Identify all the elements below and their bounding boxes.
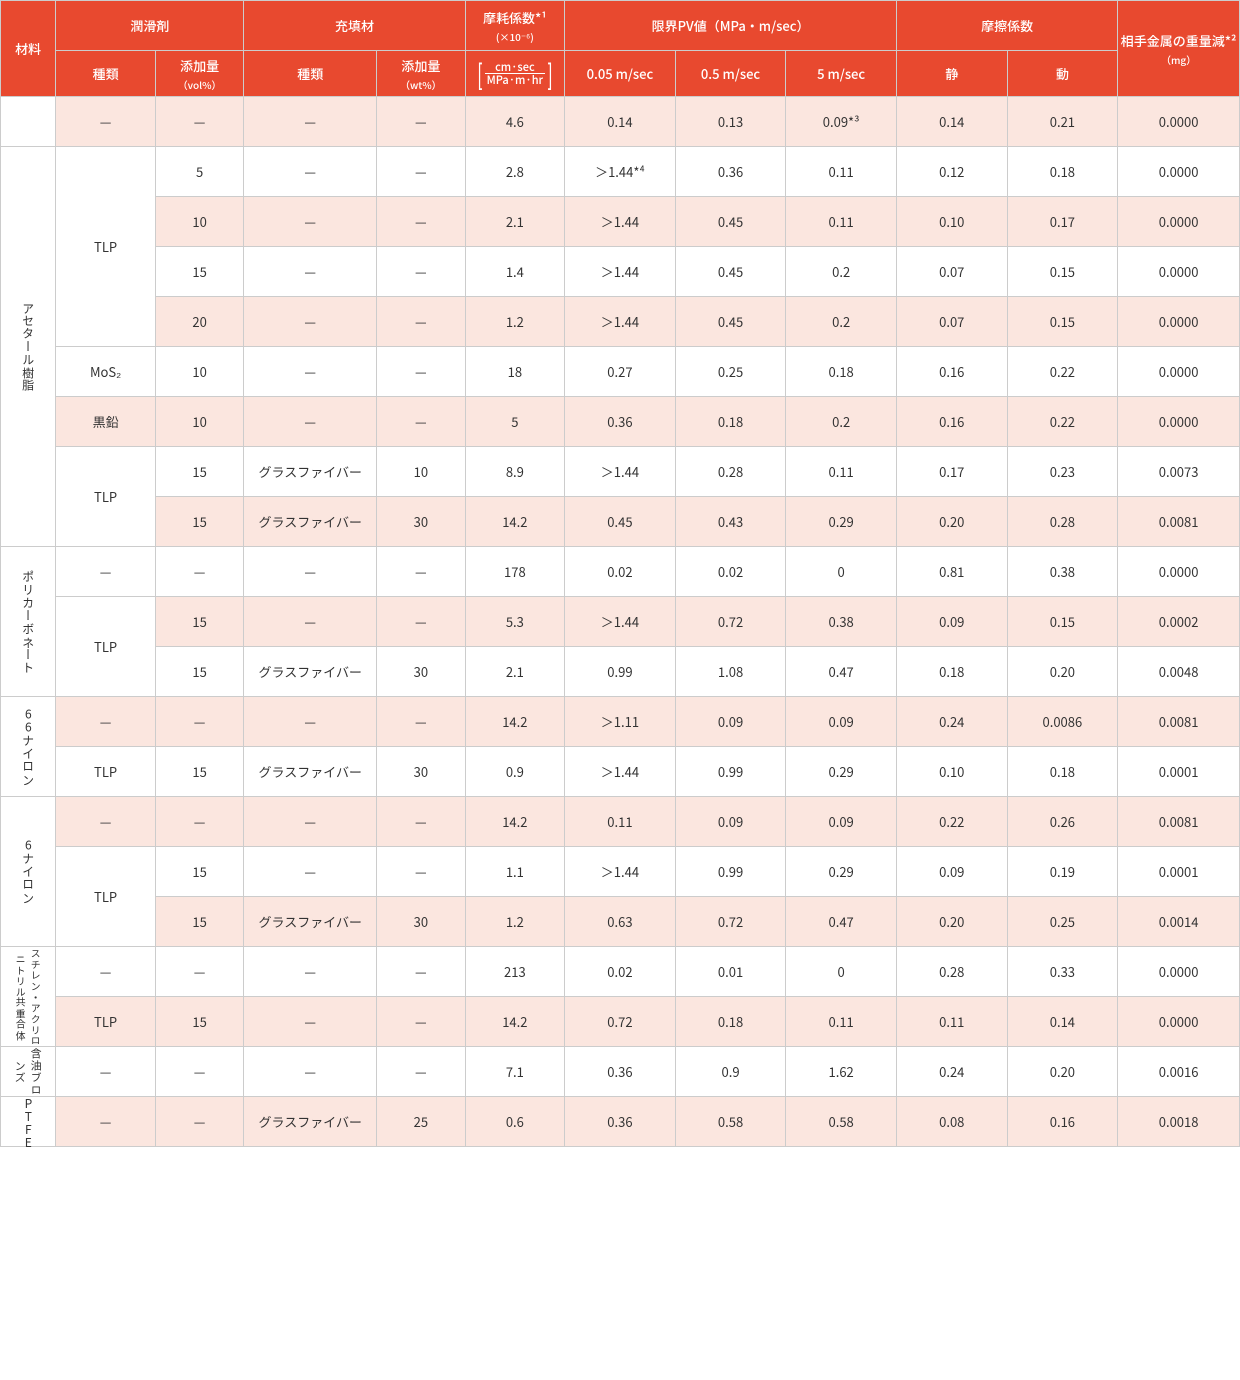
col-pv2: 0.5 m/sec xyxy=(675,51,786,97)
col-fill-amt: 添加量（wt%） xyxy=(377,51,466,97)
table-row: TLP 15グラスファイバー10 8.9＞1.440.28 0.110.170.… xyxy=(1,447,1240,497)
col-fr-static: 静 xyxy=(896,51,1007,97)
table-row: 15グラスファイバー30 14.20.450.43 0.290.200.28 0… xyxy=(1,497,1240,547)
table-row: —— —— 4.60.14 0.130.09*³ 0.140.21 0.0000 xyxy=(1,97,1240,147)
col-pv: 限界PV値（MPa・m/sec） xyxy=(565,1,897,51)
col-lubricant: 潤滑剤 xyxy=(56,1,244,51)
material-acetal: アセタール樹脂 xyxy=(1,147,56,547)
material-cell xyxy=(1,97,56,147)
col-metal-loss: 相手金属の重量減*² （mg） xyxy=(1118,1,1240,97)
col-fr-dyn: 動 xyxy=(1007,51,1118,97)
table-row: 15グラスファイバー30 1.20.630.72 0.470.200.25 0.… xyxy=(1,897,1240,947)
table-row: 10—— 2.1＞1.440.45 0.110.100.17 0.0000 xyxy=(1,197,1240,247)
lub-tlp: TLP xyxy=(56,147,156,347)
table-row: TLP 15—— 1.1＞1.440.99 0.290.090.19 0.000… xyxy=(1,847,1240,897)
col-lub-type: 種類 xyxy=(56,51,156,97)
col-friction: 摩擦係数 xyxy=(896,1,1117,51)
lub-tlp: TLP xyxy=(56,997,156,1047)
table-row: TLP 15—— 5.3＞1.440.72 0.380.090.15 0.000… xyxy=(1,597,1240,647)
table-row: TLP 15グラスファイバー30 0.9＞1.440.99 0.290.100.… xyxy=(1,747,1240,797)
table-header: 材料 潤滑剤 充填材 摩耗係数*¹ (×10⁻⁶) 限界PV値（MPa・m/se… xyxy=(1,1,1240,97)
lub-tlp: TLP xyxy=(56,747,156,797)
material-san: スチレン・アクリロニトリル共重合体 xyxy=(1,947,56,1047)
lub-tlp: TLP xyxy=(56,847,156,947)
col-wear: 摩耗係数*¹ (×10⁻⁶) xyxy=(465,1,565,51)
material-n6: 6ナイロン xyxy=(1,797,56,947)
col-pv3: 5 m/sec xyxy=(786,51,897,97)
table-row: 20—— 1.2＞1.440.45 0.20.070.15 0.0000 xyxy=(1,297,1240,347)
lub-tlp: TLP xyxy=(56,447,156,547)
table-row: 6ナイロン —— —— 14.20.11 0.090.09 0.220.26 0… xyxy=(1,797,1240,847)
col-wear-unit: [cm·secMPa·m·hr] xyxy=(465,51,565,97)
table-row: 15—— 1.4＞1.440.45 0.20.070.15 0.0000 xyxy=(1,247,1240,297)
table-row: TLP 15—— 14.20.720.18 0.110.110.14 0.000… xyxy=(1,997,1240,1047)
table-row: ポリカーボネート —— —— 1780.02 0.020 0.810.38 0.… xyxy=(1,547,1240,597)
lub-mos2: MoS₂ xyxy=(56,347,156,397)
material-pc: ポリカーボネート xyxy=(1,547,56,697)
material-n66: 66ナイロン xyxy=(1,697,56,797)
table-body: —— —— 4.60.14 0.130.09*³ 0.140.21 0.0000… xyxy=(1,97,1240,1147)
table-row: PTFE —— グラスファイバー25 0.60.36 0.580.58 0.08… xyxy=(1,1097,1240,1147)
col-lub-amt: 添加量（vol%） xyxy=(155,51,244,97)
material-ptfe: PTFE xyxy=(1,1097,56,1147)
table-row: 黒鉛 10—— 50.360.18 0.20.160.22 0.0000 xyxy=(1,397,1240,447)
material-bronze: 含油ブロンズ xyxy=(1,1047,56,1097)
col-filler: 充填材 xyxy=(244,1,465,51)
materials-table: 材料 潤滑剤 充填材 摩耗係数*¹ (×10⁻⁶) 限界PV値（MPa・m/se… xyxy=(0,0,1240,1147)
table-row: スチレン・アクリロニトリル共重合体 —— —— 2130.02 0.010 0.… xyxy=(1,947,1240,997)
lub-tlp: TLP xyxy=(56,597,156,697)
table-row: 含油ブロンズ —— —— 7.10.36 0.91.62 0.240.20 0.… xyxy=(1,1047,1240,1097)
table-row: 15グラスファイバー30 2.10.991.08 0.470.180.20 0.… xyxy=(1,647,1240,697)
table-row: アセタール樹脂 TLP 5—— 2.8＞1.44*⁴0.36 0.110.120… xyxy=(1,147,1240,197)
col-fill-type: 種類 xyxy=(244,51,377,97)
table-row: MoS₂ 10—— 180.270.25 0.180.160.22 0.0000 xyxy=(1,347,1240,397)
col-pv1: 0.05 m/sec xyxy=(565,51,676,97)
col-material: 材料 xyxy=(1,1,56,97)
table-row: 66ナイロン —— —— 14.2＞1.11 0.090.09 0.240.00… xyxy=(1,697,1240,747)
lub-graphite: 黒鉛 xyxy=(56,397,156,447)
